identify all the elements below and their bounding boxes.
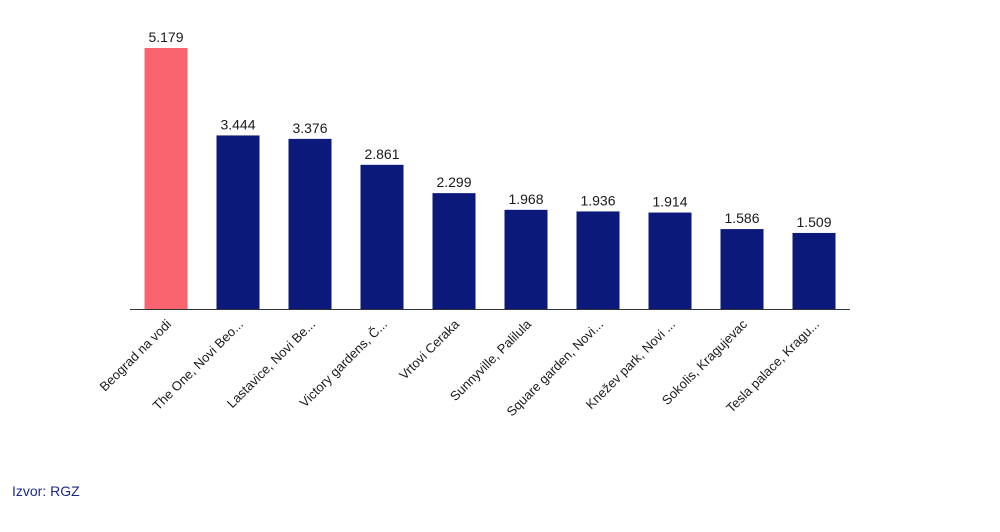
value-label-8: 1.586 bbox=[724, 210, 759, 226]
bar-0 bbox=[144, 48, 188, 309]
bar-3 bbox=[360, 164, 404, 309]
value-label-6: 1.936 bbox=[580, 192, 615, 208]
bar-8 bbox=[720, 229, 764, 309]
bar-4 bbox=[432, 193, 476, 309]
value-label-1: 3.444 bbox=[220, 116, 255, 132]
value-label-2: 3.376 bbox=[292, 120, 327, 136]
bar-2 bbox=[288, 138, 332, 309]
bar-7 bbox=[648, 212, 692, 309]
value-label-7: 1.914 bbox=[652, 194, 687, 210]
bar-5 bbox=[504, 209, 548, 309]
x-tick-label-4: Vrtovi Ceraka bbox=[396, 316, 462, 382]
value-label-0: 5.179 bbox=[148, 29, 183, 45]
value-labels-group: 5.179 3.444 3.376 2.861 2.299 1.968 1.936 1.914… bbox=[148, 29, 831, 230]
x-tick-label-0: Beograd na vodi bbox=[97, 316, 175, 394]
value-label-9: 1.509 bbox=[796, 214, 831, 230]
value-label-5: 1.968 bbox=[508, 191, 543, 207]
bars-group bbox=[144, 48, 836, 309]
value-label-4: 2.299 bbox=[436, 174, 471, 190]
value-label-3: 2.861 bbox=[364, 146, 399, 162]
source-note: Izvor: RGZ bbox=[12, 483, 80, 499]
bar-6 bbox=[576, 211, 620, 309]
bar-9 bbox=[792, 232, 836, 309]
bar-1 bbox=[216, 135, 260, 309]
